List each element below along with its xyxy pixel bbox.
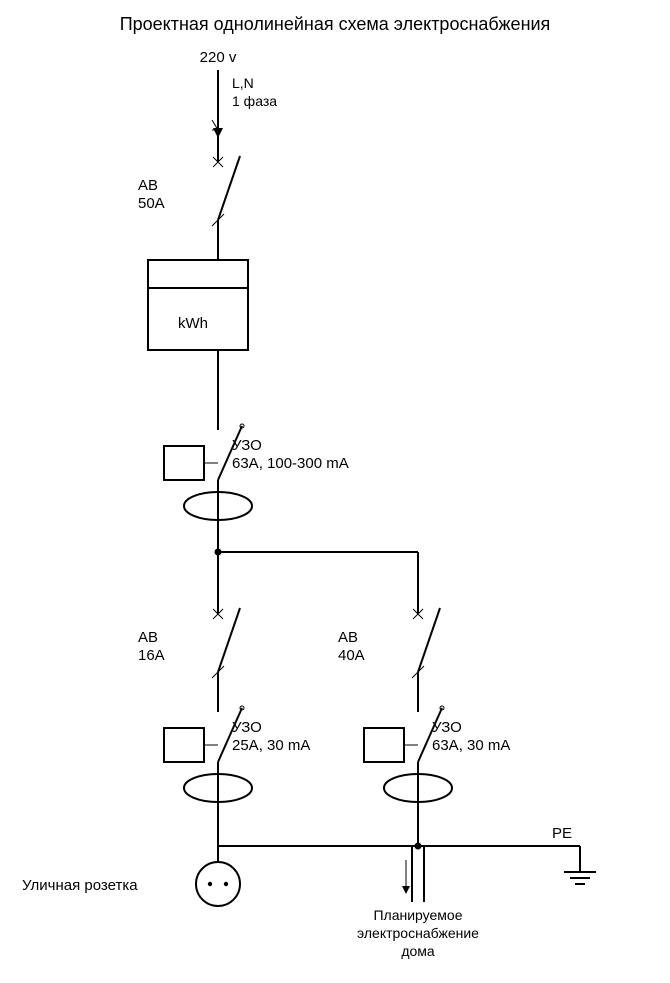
breaker-right xyxy=(412,609,424,678)
rcd-main-name: УЗО xyxy=(232,437,262,454)
breaker-left-name: АВ xyxy=(138,629,158,646)
meter-label: kWh xyxy=(178,315,208,332)
breaker-left-rating: 16А xyxy=(138,647,165,664)
rcd-left-rating: 25А, 30 mA xyxy=(232,737,310,754)
diagram-title: Проектная однолинейная схема электроснаб… xyxy=(120,14,551,34)
breaker-right-rating: 40А xyxy=(338,647,365,664)
output-right-l3: дома xyxy=(401,943,435,959)
rcd-main-rating: 63А, 100-300 mA xyxy=(232,455,349,472)
supply-phase: 1 фаза xyxy=(232,93,277,109)
supply-lines: L,N xyxy=(232,75,254,91)
breaker-left xyxy=(212,609,224,678)
output-right-l1: Планируемое xyxy=(373,907,462,923)
rcd-right-rating: 63А, 30 mA xyxy=(432,737,510,754)
breaker-main-name: АВ xyxy=(138,177,158,194)
output-right-l2: электроснабжение xyxy=(357,925,479,941)
socket-label: Уличная розетка xyxy=(22,877,138,894)
breaker-main-rating: 50А xyxy=(138,195,165,212)
meter-box xyxy=(148,260,248,350)
pe-label: PE xyxy=(552,825,572,842)
supply-voltage: 220 v xyxy=(200,49,237,66)
breaker-main xyxy=(212,157,224,226)
rcd-right-name: УЗО xyxy=(432,719,462,736)
junction-node xyxy=(415,843,422,850)
breaker-right-name: АВ xyxy=(338,629,358,646)
rcd-left-name: УЗО xyxy=(232,719,262,736)
socket-icon xyxy=(196,862,240,906)
